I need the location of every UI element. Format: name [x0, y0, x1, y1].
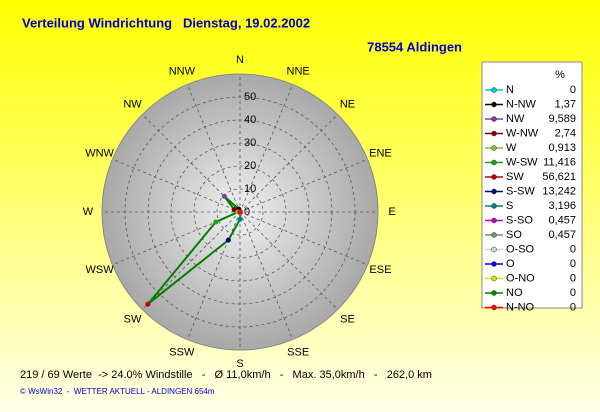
axis-label: NE [340, 98, 355, 110]
legend-name: S-SO [506, 214, 533, 226]
grid-spoke [186, 84, 241, 213]
grid-circle [193, 165, 287, 259]
legend-name: NO [506, 287, 523, 299]
legend-swatch [491, 304, 497, 311]
legend-value: 11,416 [543, 156, 576, 168]
legend-swatch [491, 275, 497, 282]
axis-label: NNE [287, 65, 310, 77]
axis-label: W [83, 206, 94, 218]
r-tick-label: 40 [244, 114, 256, 126]
legend-value: 3,196 [548, 200, 576, 212]
grid-spoke [112, 211, 241, 266]
axis-label: ENE [369, 148, 392, 160]
legend-value: 9,589 [548, 113, 576, 125]
credit: © WsWin32 - WETTER AKTUELL - ALDINGEN 65… [20, 387, 215, 396]
legend-swatch [491, 188, 497, 195]
legend-value: 0,457 [548, 229, 576, 241]
grid-spoke [239, 211, 338, 310]
legend-swatch [491, 87, 497, 93]
axis-label: E [388, 206, 395, 218]
legend-value: 56,621 [542, 171, 576, 183]
legend-name: N-NO [506, 301, 535, 313]
legend-swatch [491, 203, 497, 209]
legend-value: 0 [570, 84, 576, 96]
legend-name: N-NW [506, 98, 537, 110]
data-point [221, 193, 227, 199]
legend-header: % [555, 69, 565, 81]
legend-swatch [491, 246, 497, 253]
legend-value: 0 [570, 243, 576, 255]
axis-label: ESE [369, 264, 391, 276]
legend-value: 2,74 [555, 127, 576, 139]
data-point [225, 237, 231, 243]
data-point [145, 301, 151, 307]
legend-swatch [491, 232, 497, 238]
r-tick-label: 50 [244, 91, 256, 103]
chart-title: Verteilung Windrichtung Dienstag, 19.02.… [22, 15, 310, 30]
legend-name: SO [506, 229, 522, 241]
legend-name: W [506, 142, 517, 154]
legend-value: 0 [570, 272, 576, 284]
legend-name: W-NW [506, 127, 539, 139]
axis-label: SW [124, 313, 142, 325]
grid-spoke [142, 211, 241, 310]
legend-name: N [506, 84, 514, 96]
legend-swatch [491, 261, 497, 267]
legend-swatch [491, 159, 497, 166]
legend-value: 0 [570, 287, 576, 299]
legend-name: W-SW [506, 156, 538, 168]
legend-swatch [491, 145, 497, 151]
axis-label: NW [123, 98, 142, 110]
legend-value: 0 [570, 301, 576, 313]
grid-spoke [239, 114, 338, 213]
axis-label: NNW [169, 65, 196, 77]
grid-spoke [239, 84, 294, 213]
axis-label: WNW [85, 148, 114, 160]
legend-value: 0 [570, 258, 576, 270]
legend-value: 0,913 [548, 142, 576, 154]
legend-swatch [491, 174, 497, 180]
legend-value: 1,37 [555, 98, 576, 110]
legend-name: S-SW [506, 185, 535, 197]
r-tick-label: 20 [244, 160, 256, 172]
legend-swatch [491, 101, 497, 108]
legend-swatch [491, 130, 497, 137]
legend-swatch [491, 290, 497, 296]
legend-value: 13,242 [542, 185, 576, 197]
data-point [231, 207, 237, 213]
grid-spoke [186, 211, 241, 340]
axis-label: S [236, 358, 243, 370]
axis-label: SSW [169, 346, 195, 358]
grid-circle [216, 188, 264, 236]
legend-swatch [491, 116, 497, 122]
footer: 219 / 69 Werte -> 24.0% Windstille - Ø 1… [20, 369, 432, 381]
legend-name: O-NO [506, 272, 535, 284]
legend-swatch [491, 217, 497, 224]
legend-value: 0,457 [548, 214, 576, 226]
axis-label: SSE [287, 346, 309, 358]
r-tick-label: 30 [244, 137, 256, 149]
legend-name: O-SO [506, 243, 535, 255]
chart-subtitle: 78554 Aldingen [367, 39, 462, 54]
axis-label: N [236, 54, 244, 66]
grid-spoke [239, 211, 368, 266]
data-point [237, 209, 243, 215]
data-point [237, 216, 243, 222]
grid-spoke [142, 114, 241, 213]
axis-label: WSW [86, 264, 115, 276]
legend-box [481, 61, 583, 309]
grid-spoke [239, 211, 294, 340]
r-tick-label: 10 [244, 183, 256, 195]
grid-spoke [239, 158, 368, 213]
legend-name: O [506, 258, 515, 270]
grid-spoke [112, 158, 241, 213]
legend-name: NW [506, 113, 525, 125]
axis-label: SE [340, 313, 355, 325]
legend-name: S [506, 200, 513, 212]
data-point [213, 219, 219, 225]
legend-name: SW [506, 171, 524, 183]
